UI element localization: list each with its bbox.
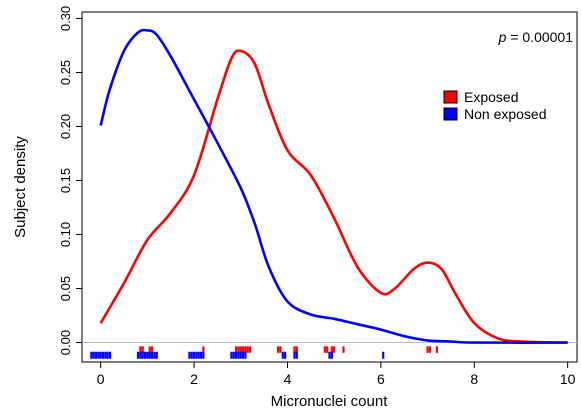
p-value-annotation: p = 0.00001 xyxy=(498,29,574,45)
x-tick-label: 10 xyxy=(560,371,576,387)
y-tick-label: 0.05 xyxy=(58,276,73,301)
legend-swatch-exposed xyxy=(443,90,458,104)
x-tick-label: 8 xyxy=(470,371,478,387)
x-tick-label: 0 xyxy=(97,371,105,387)
x-axis: 0 2 4 6 8 10 xyxy=(97,362,576,387)
y-axis: 0.00 0.05 0.10 0.15 0.20 0.25 0.30 xyxy=(58,6,82,355)
rug-layer xyxy=(90,346,439,359)
x-tick-label: 6 xyxy=(377,371,385,387)
plot-frame xyxy=(81,11,578,363)
y-tick-label: 0.30 xyxy=(58,6,73,31)
x-axis-title: Micronuclei count xyxy=(271,393,389,410)
y-tick-label: 0.10 xyxy=(58,222,73,247)
density-line-exposed xyxy=(99,49,568,344)
legend-label-non-exposed: Non exposed xyxy=(464,106,547,122)
y-tick-label: 0.00 xyxy=(58,330,73,355)
legend-swatch-non-exposed xyxy=(443,107,458,121)
y-tick-label: 0.15 xyxy=(58,168,73,193)
y-tick-label: 0.20 xyxy=(58,114,73,139)
p-value-symbol: p xyxy=(498,29,507,45)
legend-label-exposed: Exposed xyxy=(464,89,518,105)
series-layer xyxy=(99,28,568,344)
density-line-non-exposed xyxy=(99,28,568,344)
y-tick-label: 0.25 xyxy=(58,60,73,85)
x-tick-label: 2 xyxy=(190,371,198,387)
x-tick-label: 4 xyxy=(284,371,292,387)
p-value-text: = 0.00001 xyxy=(506,29,573,45)
y-axis-title: Subject density xyxy=(12,136,29,238)
